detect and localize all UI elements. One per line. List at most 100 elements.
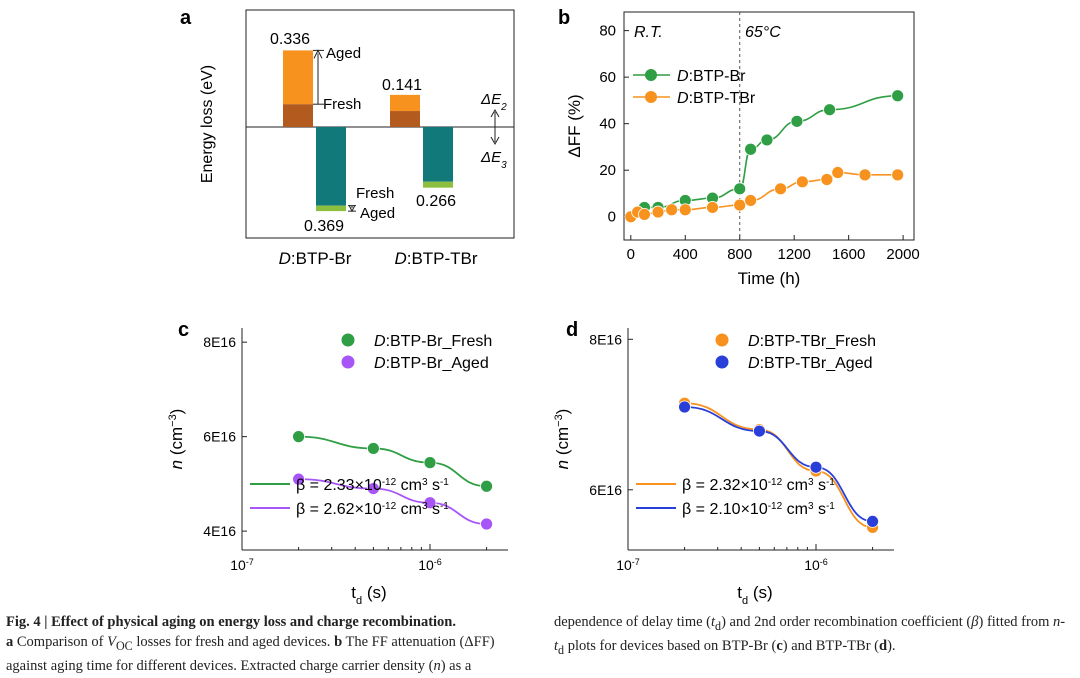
ylabel-part: (cm — [553, 427, 572, 460]
bar-delta-e2-aged-1 — [390, 94, 420, 112]
xtick-label: 10-6 — [804, 557, 828, 573]
fit-legend-label-1-part: 3 — [808, 501, 814, 512]
ylabel-part: −3 — [167, 414, 179, 427]
b-point-0-5 — [733, 182, 747, 196]
b-legend-label-1-part: :BTP-TBr — [689, 90, 756, 107]
fit-legend-label-0-part: β = 2.33×10 — [296, 477, 382, 494]
label-fresh-top: Fresh — [323, 96, 361, 113]
fit-legend-label-1-part: 3 — [422, 501, 428, 512]
fit-legend-label-0-part: β = 2.32×10 — [682, 477, 768, 494]
xlabel: td (s) — [737, 583, 772, 607]
panel-b: b 0 400 800 1200 1600 2000 0 20 40 60 80 Time (h) ΔF… — [558, 7, 920, 288]
category-label-0-part: :BTP-Br — [291, 249, 352, 268]
bar-delta-e2-aged-0 — [283, 50, 313, 105]
label-delta-e2-part: 2 — [500, 102, 507, 113]
b-xtick-label: 800 — [727, 246, 752, 263]
panel-b-axes: 0 400 800 1200 1600 2000 0 20 40 60 80 Time (h) ΔFF … — [565, 12, 920, 288]
panel-a-label: a — [180, 7, 192, 29]
bar-delta-e3-aged-0 — [316, 205, 346, 212]
xlabel-part: d — [742, 595, 748, 607]
fit-legend-label-1-part: -12 — [382, 501, 397, 512]
ylabel-part: −3 — [553, 414, 565, 427]
xtick-label-part: 10 — [418, 557, 434, 573]
b-point-0-8 — [790, 114, 804, 128]
fit-legend-label-0: β = 2.32×10-12 cm3 s-1 — [682, 477, 835, 495]
panel-d-plot — [678, 396, 879, 534]
ylabel: n (cm−3) — [553, 409, 572, 470]
fit-legend-label-0-part: -12 — [768, 477, 783, 488]
fit-legend-label-1: β = 2.10×10-12 cm3 s-1 — [682, 501, 835, 519]
data-point-0-3 — [480, 479, 493, 493]
panel-a: a Energy loss (eV) 0.336 0.141 0.369 0.266 A… — [180, 7, 515, 268]
legend-label-1: D:BTP-Br_Aged — [374, 355, 489, 372]
label-delta-e2: ΔE2 — [480, 91, 507, 113]
legend-label-0-part: :BTP-Br_Fresh — [386, 333, 493, 350]
caption-text: ) and 2nd order recombination coefficien… — [721, 614, 972, 630]
ytick-label: 8E16 — [589, 331, 622, 347]
label-aged-bottom: Aged — [360, 205, 395, 222]
legend-label-0-part: :BTP-TBr_Fresh — [760, 333, 876, 350]
ytick-label: 4E16 — [203, 523, 236, 539]
data-point-1-0 — [292, 472, 305, 486]
panel-a-ylabel: Energy loss (eV) — [199, 65, 216, 183]
ylabel-part: ) — [553, 409, 572, 415]
xlabel-part: t — [737, 583, 742, 602]
b-legend-label-0-part: :BTP-Br — [689, 68, 747, 85]
b-ytick-label: 60 — [599, 69, 616, 86]
xtick-label-part: -6 — [820, 557, 828, 567]
panel-c-legend: D:BTP-Br_Fresh β = 2.33×10-12 cm3 s-1 D:BT… — [250, 333, 492, 518]
fit-legend-label-1-part: -1 — [440, 501, 449, 512]
b-legend-label-0-part: D — [677, 68, 689, 85]
xtick-label-part: -7 — [246, 557, 254, 567]
fit-legend-label-0-part: s — [428, 477, 440, 494]
legend-label-1: D:BTP-TBr_Aged — [748, 355, 873, 372]
b-legend-label-1-part: D — [677, 90, 689, 107]
caption-text: losses for fresh and aged devices. — [132, 634, 335, 650]
legend-label-1-part: D — [748, 355, 760, 372]
fit-legend-label-0-part: s — [814, 477, 826, 494]
panel-b-label: b — [558, 7, 570, 29]
b-point-1-3 — [651, 205, 665, 219]
caption-beta: β — [971, 614, 979, 630]
data-point-1-1 — [752, 424, 766, 438]
bar-delta-e3-fresh-1 — [423, 127, 453, 182]
bar-delta-e3-fresh-0 — [316, 127, 346, 206]
legend-label-0-part: D — [748, 333, 760, 350]
category-label-1-part: :BTP-TBr — [407, 249, 478, 268]
legend-marker-1 — [341, 355, 355, 369]
fit-legend-label-1-part: s — [814, 501, 826, 518]
panel-d-legend: D:BTP-TBr_Fresh β = 2.32×10-12 cm3 s-1 D:B… — [636, 333, 876, 518]
xlabel-part: (s) — [362, 583, 387, 602]
caption-ref-a: a — [6, 634, 14, 650]
panel-d-label: d — [566, 319, 578, 341]
category-label-0-part: D — [279, 249, 291, 268]
b-point-1-13 — [858, 168, 872, 182]
ytick-label: 6E16 — [589, 482, 622, 498]
panel-b-legend: D:BTP-BrD:BTP-TBr — [633, 68, 756, 107]
b-point-1-5 — [678, 203, 692, 217]
xtick-label: 10-6 — [418, 557, 442, 573]
caption-text: The FF attenuation (ΔFF) against aging t… — [6, 634, 495, 674]
b-point-1-2 — [638, 208, 651, 221]
b-xtick-label: 2000 — [886, 246, 919, 263]
xtick-label: 10-7 — [230, 557, 254, 573]
b-point-1-12 — [831, 166, 845, 179]
category-label-1-part: D — [394, 249, 406, 268]
legend-label-0: D:BTP-Br_Fresh — [374, 333, 492, 350]
legend-marker-0 — [341, 333, 355, 347]
fit-legend-label-0-part: cm — [396, 477, 422, 494]
caption-text: dependence of delay time ( — [554, 614, 712, 630]
ylabel-part: n — [167, 460, 186, 469]
caption-td: t — [711, 614, 716, 630]
legend-label-0: D:BTP-TBr_Fresh — [748, 333, 876, 350]
label-delta-e3-part: 3 — [501, 160, 507, 171]
xtick-label-part: -7 — [632, 557, 640, 567]
bar-delta-e2-fresh-0 — [283, 104, 313, 127]
caption-ntd: n-t — [554, 614, 1066, 654]
double-arrow-heads — [490, 108, 500, 146]
legend-label-1-part: D — [374, 355, 386, 372]
fit-line-0 — [298, 435, 487, 488]
bar-delta-e2-fresh-1 — [390, 111, 420, 127]
b-legend-marker-0 — [645, 69, 657, 81]
